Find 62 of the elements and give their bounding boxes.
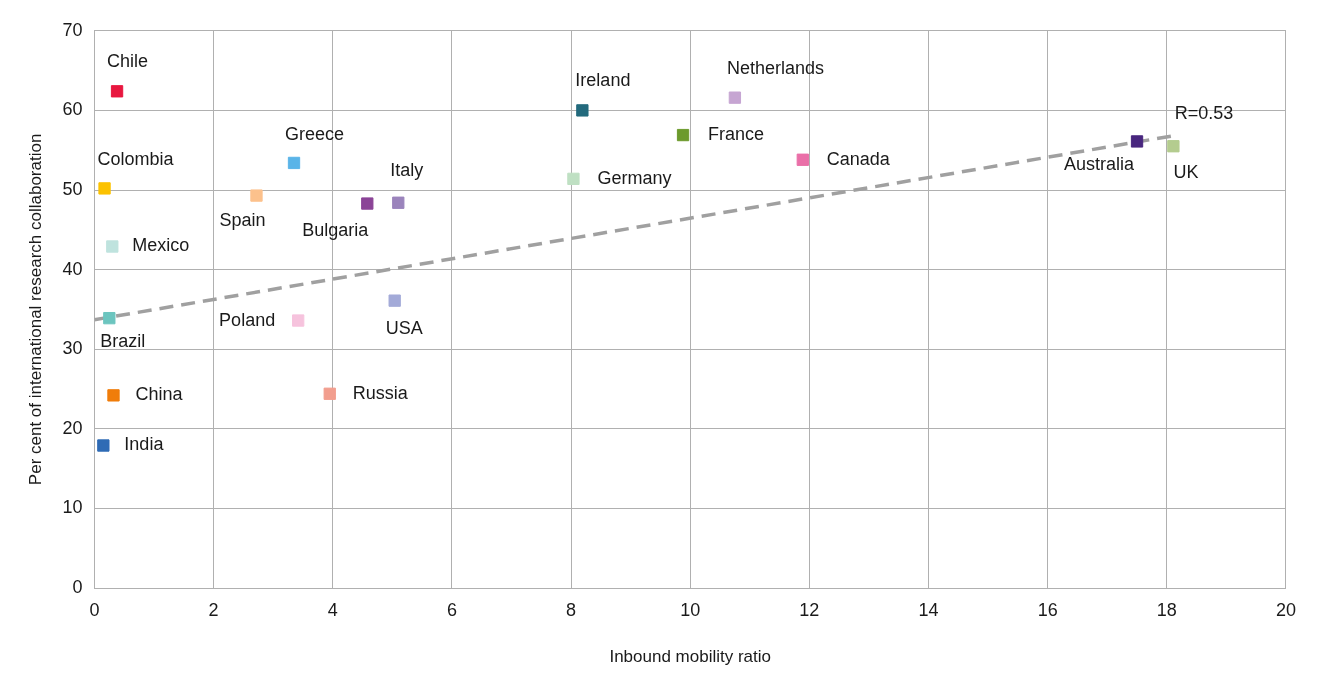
annotation: R=0.53 (1174, 102, 1234, 123)
point (728, 91, 742, 104)
x-tick-label: 10 (680, 599, 701, 620)
x-tick-label: 2 (208, 599, 219, 620)
series-label: Italy (390, 159, 424, 180)
series-label: Brazil (100, 331, 146, 352)
y-tick-label: 0 (72, 576, 83, 597)
y-tick-label: 20 (62, 417, 83, 438)
y-tick-label: 10 (62, 497, 83, 518)
x-tick-label: 12 (799, 599, 820, 620)
series-label: Netherlands (726, 57, 824, 78)
point (361, 197, 374, 210)
x-tick-label: 6 (446, 599, 457, 620)
point (796, 153, 809, 166)
x-tick-label: 18 (1156, 599, 1177, 620)
y-tick-label: 40 (62, 258, 83, 279)
series-label: Greece (285, 123, 345, 144)
x-tick-label: 0 (89, 599, 100, 620)
point (392, 196, 405, 209)
point (107, 389, 120, 402)
series-label: Australia (1064, 154, 1136, 175)
point (110, 85, 124, 98)
y-tick-label: 50 (62, 178, 83, 199)
point (576, 104, 589, 117)
point (323, 387, 336, 400)
x-tick-label: 16 (1037, 599, 1058, 620)
series-label: Colombia (97, 149, 175, 170)
point (1167, 140, 1180, 153)
x-tick-label: 8 (566, 599, 577, 620)
series-label: Mexico (132, 235, 190, 256)
point (103, 312, 116, 325)
point (106, 240, 119, 253)
series-label: Chile (107, 51, 149, 72)
point (97, 439, 110, 452)
x-axis-title: Inbound mobility ratio (609, 647, 771, 667)
series-label: Bulgaria (302, 219, 370, 240)
series-label: Canada (826, 148, 891, 169)
point (250, 189, 263, 202)
x-tick-label: 14 (918, 599, 939, 620)
point (1130, 135, 1144, 148)
series-label: USA (385, 317, 423, 338)
series-label: Germany (597, 167, 672, 188)
point (98, 182, 111, 195)
y-tick-label: 60 (62, 99, 83, 120)
series-label: Poland (219, 309, 276, 330)
series-label: Spain (219, 209, 266, 230)
series-label: China (135, 384, 184, 405)
x-tick-label: 20 (1275, 599, 1296, 620)
x-tick-label: 4 (327, 599, 338, 620)
series-label: India (124, 434, 165, 455)
y-tick-label: 70 (62, 19, 83, 40)
series-label: UK (1173, 162, 1199, 183)
point (567, 172, 580, 186)
series-label: Russia (352, 382, 409, 403)
y-axis-title: Per cent of international research collaboration (25, 133, 45, 486)
point (292, 314, 305, 327)
point (287, 156, 301, 170)
series-label: France (708, 124, 765, 145)
series-label: Ireland (575, 70, 631, 91)
point (388, 294, 401, 307)
point (676, 128, 690, 142)
y-tick-label: 30 (62, 338, 83, 359)
